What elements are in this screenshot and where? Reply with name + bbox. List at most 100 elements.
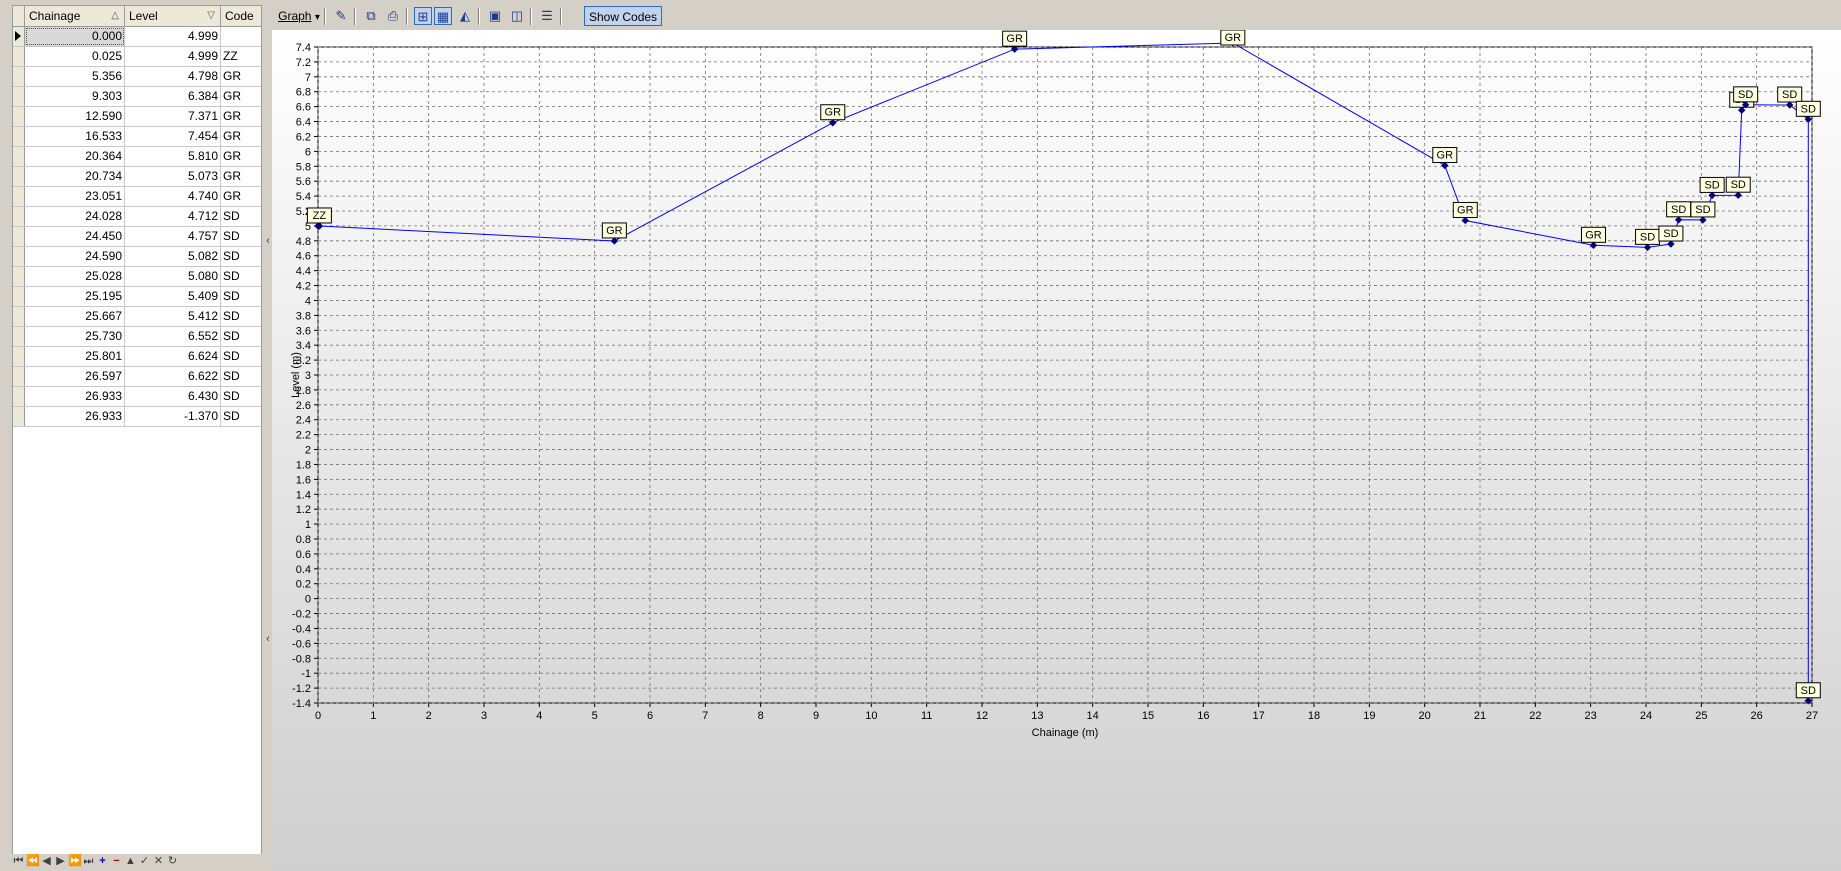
table-row[interactable]: 24.590 5.082 SD xyxy=(13,247,261,267)
cell-chainage[interactable]: 26.933 xyxy=(25,387,125,406)
row-selector[interactable] xyxy=(13,127,25,146)
cell-level[interactable]: 4.740 xyxy=(125,187,221,206)
row-selector[interactable] xyxy=(13,27,25,46)
row-selector[interactable] xyxy=(13,347,25,366)
cell-level[interactable]: 6.622 xyxy=(125,367,221,386)
cell-code[interactable]: SD xyxy=(223,229,240,243)
row-selector[interactable] xyxy=(13,287,25,306)
cell-level[interactable]: 5.409 xyxy=(125,287,221,306)
table-row[interactable]: 25.801 6.624 SD xyxy=(13,347,261,367)
copy-icon[interactable]: ⧉ xyxy=(366,8,376,23)
cell-code[interactable]: SD xyxy=(223,389,240,403)
table-row[interactable]: 25.667 5.412 SD xyxy=(13,307,261,327)
table-row[interactable]: 16.533 7.454 GR xyxy=(13,127,261,147)
cell-code[interactable]: SD xyxy=(223,269,240,283)
grid-icon[interactable]: ▦ xyxy=(434,7,452,25)
table-row[interactable]: 23.051 4.740 GR xyxy=(13,187,261,207)
table-row[interactable]: 26.933 6.430 SD xyxy=(13,387,261,407)
cell-chainage[interactable]: 24.590 xyxy=(25,247,125,266)
cell-code[interactable]: SD xyxy=(223,209,240,223)
cell-code[interactable]: GR xyxy=(223,89,241,103)
cell-code[interactable]: SD xyxy=(223,409,240,423)
cell-chainage[interactable]: 25.667 xyxy=(25,307,125,326)
row-selector[interactable] xyxy=(13,327,25,346)
cell-level[interactable]: 4.999 xyxy=(125,27,221,46)
legend-icon[interactable]: ☰ xyxy=(541,8,553,23)
refresh-icon[interactable]: ↻ xyxy=(167,855,178,867)
data-point[interactable] xyxy=(1643,243,1652,252)
prev-record-icon[interactable]: ◀ xyxy=(42,855,51,867)
data-point[interactable] xyxy=(829,119,837,127)
data-point[interactable] xyxy=(1804,115,1812,124)
cell-code[interactable]: GR xyxy=(223,109,241,123)
add-record-icon[interactable]: + xyxy=(99,855,106,867)
next-record-icon[interactable]: ▶ xyxy=(56,855,65,867)
prev-page-icon[interactable]: ⏪ xyxy=(26,855,40,867)
row-selector[interactable] xyxy=(13,47,25,66)
table-row[interactable]: 20.364 5.810 GR xyxy=(13,147,261,167)
row-selector[interactable] xyxy=(13,187,25,206)
cell-level[interactable]: 4.757 xyxy=(125,227,221,246)
row-selector[interactable] xyxy=(13,207,25,226)
table-row[interactable]: 25.028 5.080 SD xyxy=(13,267,261,287)
collapse-left-icon-lower[interactable]: ‹ xyxy=(266,633,270,645)
row-selector[interactable] xyxy=(13,267,25,286)
data-point[interactable] xyxy=(1667,240,1675,248)
cell-code[interactable]: GR xyxy=(223,149,241,163)
edit-pen-icon[interactable]: ✎ xyxy=(335,8,347,23)
cell-level[interactable]: 5.810 xyxy=(125,147,221,166)
cell-code[interactable]: SD xyxy=(223,289,240,303)
cell-code[interactable]: SD xyxy=(223,349,240,363)
pane-splitter[interactable]: ‹ ‹ xyxy=(264,0,272,871)
cell-code[interactable]: GR xyxy=(223,189,241,203)
table-row[interactable]: 24.028 4.712 SD xyxy=(13,207,261,227)
cell-chainage[interactable]: 16.533 xyxy=(25,127,125,146)
cell-code[interactable]: ZZ xyxy=(223,49,238,63)
table-row[interactable]: 12.590 7.371 GR xyxy=(13,107,261,127)
show-codes-button[interactable]: Show Codes xyxy=(584,6,663,26)
table-row[interactable]: 0.025 4.999 ZZ xyxy=(13,47,261,67)
row-selector[interactable] xyxy=(13,87,25,106)
cell-level[interactable]: 6.624 xyxy=(125,347,221,366)
row-selector[interactable] xyxy=(13,387,25,406)
data-point[interactable] xyxy=(1804,697,1812,705)
chart-area[interactable]: 0 1 2 3 4 5 6 7 8 9 10 11 12 13 14 15 16 17 18 19 20 21 22 23 24… xyxy=(272,30,1841,871)
cell-chainage[interactable]: 26.933 xyxy=(25,407,125,426)
data-point[interactable] xyxy=(1785,101,1794,109)
cell-code[interactable]: GR xyxy=(223,169,241,183)
axis-icon[interactable]: ◭ xyxy=(460,8,470,23)
cell-code[interactable]: SD xyxy=(223,369,240,383)
cell-level[interactable]: 6.430 xyxy=(125,387,221,406)
data-point[interactable] xyxy=(315,222,324,230)
cell-level[interactable]: 4.712 xyxy=(125,207,221,226)
data-point[interactable] xyxy=(1461,216,1469,225)
cell-chainage[interactable]: 25.801 xyxy=(25,347,125,366)
data-point[interactable] xyxy=(1010,45,1019,53)
cell-level[interactable]: -1.370 xyxy=(125,407,221,426)
sort-ascending-icon[interactable]: △ xyxy=(111,10,119,21)
data-point[interactable] xyxy=(1738,106,1746,114)
graph-menu-button[interactable]: Graph ▾ xyxy=(277,6,321,26)
column-header-level[interactable]: Level ▽ xyxy=(125,6,221,26)
cell-level[interactable]: 6.552 xyxy=(125,327,221,346)
cell-chainage[interactable]: 5.356 xyxy=(25,67,125,86)
survey-data-grid[interactable]: Chainage △ Level ▽ Code 0.000 4.999 0.025 4… xyxy=(12,5,262,871)
cancel-icon[interactable]: ✕ xyxy=(153,855,164,867)
table-row[interactable]: 25.195 5.409 SD xyxy=(13,287,261,307)
cell-level[interactable]: 5.082 xyxy=(125,247,221,266)
row-selector[interactable] xyxy=(13,107,25,126)
data-point[interactable] xyxy=(1674,216,1683,224)
data-point[interactable] xyxy=(1589,241,1598,249)
data-point[interactable] xyxy=(1441,161,1449,170)
data-point[interactable] xyxy=(1741,101,1750,109)
table-row[interactable]: 0.000 4.999 xyxy=(13,27,261,47)
cell-level[interactable]: 6.384 xyxy=(125,87,221,106)
cell-code[interactable]: GR xyxy=(223,129,241,143)
cell-chainage[interactable]: 25.195 xyxy=(25,287,125,306)
first-record-icon[interactable]: ⏮ xyxy=(13,855,24,867)
data-point[interactable] xyxy=(1708,191,1716,200)
post-icon[interactable]: ✓ xyxy=(139,855,150,867)
table-row[interactable]: 20.734 5.073 GR xyxy=(13,167,261,187)
cell-level[interactable]: 7.371 xyxy=(125,107,221,126)
column-header-code[interactable]: Code xyxy=(221,6,261,26)
